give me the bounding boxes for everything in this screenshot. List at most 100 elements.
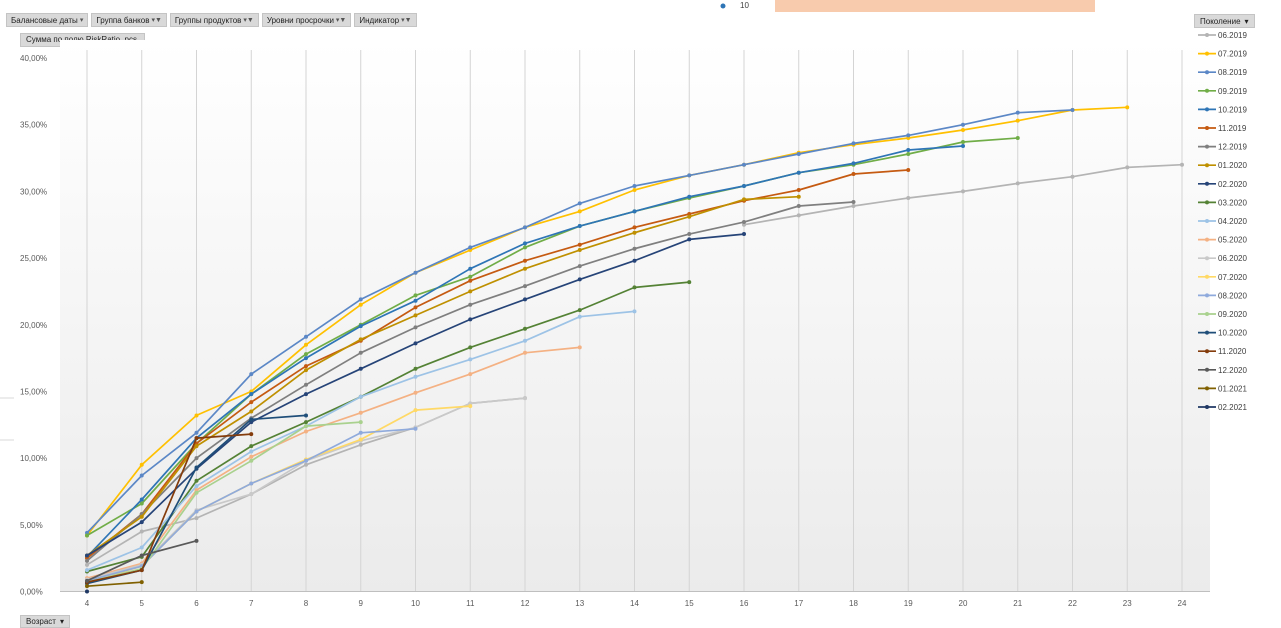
value-field-button[interactable]: Сумма по полю RiskRatio, pcs.	[20, 33, 146, 47]
legend-item: 04.2020	[1198, 217, 1247, 226]
filter-button-bank-group[interactable]: Группа банков ▾▼	[91, 13, 167, 27]
filter-button-product-groups[interactable]: Группы продуктов ▾▼	[169, 13, 259, 27]
data-point	[85, 578, 89, 583]
data-point	[1125, 105, 1130, 110]
top-partial-shape	[775, 0, 1095, 12]
series-line	[86, 233, 745, 557]
data-point	[632, 184, 637, 189]
dropdown-icon: ▾	[79, 17, 84, 24]
data-point	[139, 529, 144, 534]
filter-label: Балансовые даты	[11, 15, 78, 25]
left-partial-strip	[0, 0, 14, 441]
data-point	[85, 554, 89, 559]
data-point	[742, 162, 746, 167]
data-point	[796, 170, 801, 175]
filter-button-delinquency-levels[interactable]: Уровни просрочки ▾▼	[261, 13, 352, 27]
filter-button-indicator[interactable]: Индикатор ▾▼	[354, 13, 417, 27]
data-point	[742, 184, 746, 189]
series-line	[86, 539, 197, 582]
legend-field-button[interactable]: Поколение ▾	[1194, 14, 1255, 28]
legend-marker	[1205, 312, 1209, 316]
data-point	[249, 417, 254, 422]
data-point	[577, 224, 582, 229]
filter-bar: Балансовые даты ▾ Группа банков ▾▼ Групп…	[6, 13, 417, 27]
series-line	[86, 433, 252, 584]
data-point	[577, 277, 582, 282]
filter-button-balance-dates[interactable]: Балансовые даты ▾	[6, 13, 89, 27]
data-point	[523, 284, 527, 289]
data-point	[961, 140, 965, 145]
data-point	[906, 133, 911, 138]
x-tick-label: 12	[521, 599, 530, 608]
data-point	[358, 420, 363, 425]
legend-marker	[1205, 126, 1209, 130]
data-point	[906, 148, 911, 153]
data-point	[139, 564, 144, 569]
data-point	[194, 516, 199, 521]
legend-item: 09.2019	[1198, 87, 1247, 96]
data-point	[194, 509, 199, 514]
data-point	[413, 270, 418, 275]
legend: 06.2019 07.2019 08.2019 09.2019 10.2019 11.20…	[1198, 31, 1247, 412]
legend-marker	[1205, 181, 1209, 186]
data-point	[632, 209, 637, 214]
data-point	[249, 400, 254, 405]
legend-marker	[1205, 256, 1209, 261]
data-point	[851, 141, 856, 146]
data-point	[523, 266, 527, 271]
data-point	[358, 338, 363, 343]
series-08.2019	[85, 108, 1075, 535]
data-point	[194, 466, 199, 471]
x-tick-label: 6	[194, 599, 199, 608]
axis-field-button[interactable]: Возраст ▾	[20, 615, 70, 628]
data-point	[249, 492, 254, 497]
data-point	[139, 545, 144, 550]
data-point	[358, 394, 363, 399]
data-point	[85, 533, 89, 538]
legend-label: 06.2019	[1218, 31, 1247, 40]
x-axis: 4 5 6 7 8 9 10 11 12 13 14 15 16 17 18 19 20 21 22 23 24	[85, 599, 1187, 608]
data-point	[851, 172, 856, 177]
data-point	[413, 390, 418, 395]
data-point	[413, 293, 418, 298]
data-point	[468, 401, 473, 406]
y-tick-label: 40,00%	[20, 54, 47, 63]
legend-marker	[1205, 88, 1209, 93]
data-point	[632, 230, 637, 235]
series-06.2020	[85, 396, 527, 582]
legend-label: 01.2021	[1218, 384, 1247, 393]
legend-item: 06.2019	[1198, 31, 1247, 40]
data-point	[139, 514, 144, 519]
data-point	[742, 232, 746, 237]
series-06.2019	[85, 162, 1184, 567]
data-point	[304, 424, 308, 429]
data-point	[304, 382, 308, 387]
grid-lines	[60, 50, 1210, 592]
legend-item: 11.2020	[1198, 347, 1247, 356]
data-point	[413, 425, 418, 430]
filter-icon: ▾▼	[335, 17, 347, 24]
data-point	[577, 314, 582, 319]
series-01.2021	[85, 580, 144, 589]
data-point	[249, 420, 254, 425]
data-point	[139, 501, 144, 506]
data-point	[249, 392, 254, 397]
data-point	[194, 441, 199, 446]
series-11.2019	[85, 168, 911, 561]
data-point	[85, 562, 89, 567]
legend-label: 10.2020	[1218, 329, 1247, 338]
data-point	[85, 553, 89, 558]
data-point	[906, 196, 911, 201]
x-tick-label: 16	[740, 599, 749, 608]
data-point	[358, 302, 363, 307]
data-point	[139, 553, 144, 558]
data-point	[796, 150, 801, 155]
data-point	[961, 144, 965, 149]
y-tick-label: 15,00%	[20, 387, 47, 396]
series-02.2020	[85, 232, 746, 558]
data-point	[687, 173, 692, 178]
data-point	[249, 492, 254, 497]
legend-item: 01.2021	[1198, 384, 1247, 393]
series-line	[86, 281, 690, 573]
x-tick-label: 4	[85, 599, 90, 608]
